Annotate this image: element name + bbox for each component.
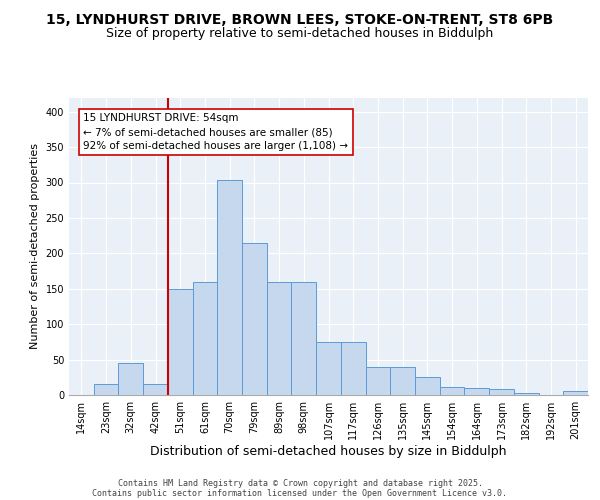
Bar	[390, 366, 415, 395]
Bar	[514, 393, 539, 395]
Bar	[168, 289, 193, 395]
Text: 15 LYNDHURST DRIVE: 54sqm
← 7% of semi-detached houses are smaller (85)
92% of s: 15 LYNDHURST DRIVE: 54sqm ← 7% of semi-d…	[83, 113, 349, 151]
Bar	[118, 363, 143, 395]
Bar	[242, 242, 267, 395]
Bar	[217, 180, 242, 395]
Bar	[143, 384, 168, 395]
Bar	[292, 282, 316, 395]
X-axis label: Distribution of semi-detached houses by size in Biddulph: Distribution of semi-detached houses by …	[150, 444, 507, 458]
Bar	[193, 282, 217, 395]
Bar	[365, 366, 390, 395]
Bar	[267, 282, 292, 395]
Bar	[341, 342, 365, 395]
Text: 15, LYNDHURST DRIVE, BROWN LEES, STOKE-ON-TRENT, ST8 6PB: 15, LYNDHURST DRIVE, BROWN LEES, STOKE-O…	[46, 12, 554, 26]
Bar	[440, 386, 464, 395]
Text: Contains HM Land Registry data © Crown copyright and database right 2025.: Contains HM Land Registry data © Crown c…	[118, 478, 482, 488]
Text: Size of property relative to semi-detached houses in Biddulph: Size of property relative to semi-detach…	[106, 28, 494, 40]
Bar	[464, 388, 489, 395]
Text: Contains public sector information licensed under the Open Government Licence v3: Contains public sector information licen…	[92, 488, 508, 498]
Bar	[489, 390, 514, 395]
Y-axis label: Number of semi-detached properties: Number of semi-detached properties	[30, 143, 40, 350]
Bar	[316, 342, 341, 395]
Bar	[415, 378, 440, 395]
Bar	[94, 384, 118, 395]
Bar	[563, 392, 588, 395]
